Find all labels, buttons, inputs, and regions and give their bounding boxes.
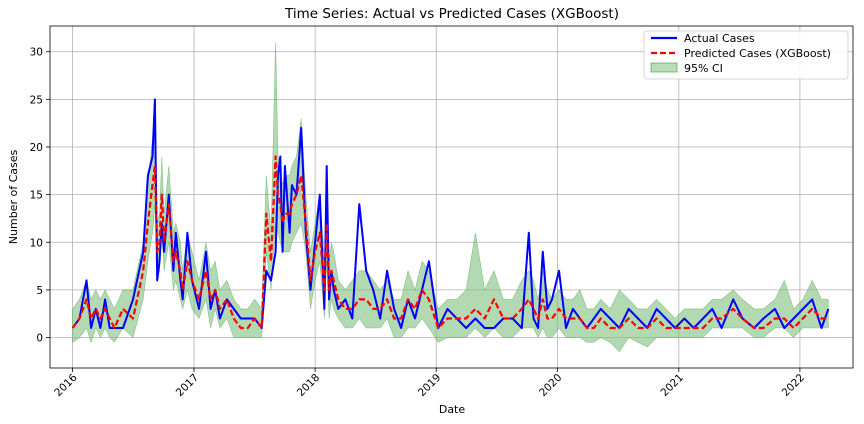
x-tick-label: 2017 (174, 372, 201, 399)
x-tick-label: 2016 (52, 371, 80, 399)
plot-frame (49, 25, 854, 369)
legend: Actual Cases Predicted Cases (XGBoost) 9… (643, 30, 849, 80)
y-tick-label: 10 (30, 237, 43, 249)
ci-band (72, 42, 829, 353)
y-axis-label: Number of Cases (7, 150, 20, 245)
ci-layer (72, 42, 829, 353)
x-tick-label: 2019 (416, 372, 443, 399)
y-tick-label: 5 (36, 285, 43, 297)
y-tick-label: 20 (30, 142, 43, 154)
legend-box (643, 30, 849, 80)
legend-ci-swatch (650, 62, 678, 73)
y-axis-ticks: 0 5 10 15 20 25 30 (30, 47, 50, 345)
x-tick-label: 2021 (659, 372, 686, 399)
chart-title: Time Series: Actual vs Predicted Cases (… (284, 6, 619, 22)
x-axis-ticks: 2016 2017 2018 2019 2020 2021 2022 (52, 368, 807, 399)
x-tick-label: 2022 (780, 372, 807, 399)
y-tick-label: 0 (36, 333, 43, 345)
x-axis-label: Date (439, 403, 466, 416)
predicted-cases-line (71, 155, 829, 330)
x-tick-label: 2020 (537, 372, 564, 399)
series-layer (71, 98, 830, 330)
y-tick-label: 25 (30, 94, 43, 106)
x-tick-label: 2018 (295, 372, 322, 399)
legend-ci-label: 95% CI (684, 62, 723, 75)
legend-predicted-label: Predicted Cases (XGBoost) (684, 47, 831, 60)
y-tick-label: 15 (30, 190, 43, 202)
legend-actual-label: Actual Cases (684, 32, 755, 45)
y-tick-label: 30 (30, 47, 43, 59)
